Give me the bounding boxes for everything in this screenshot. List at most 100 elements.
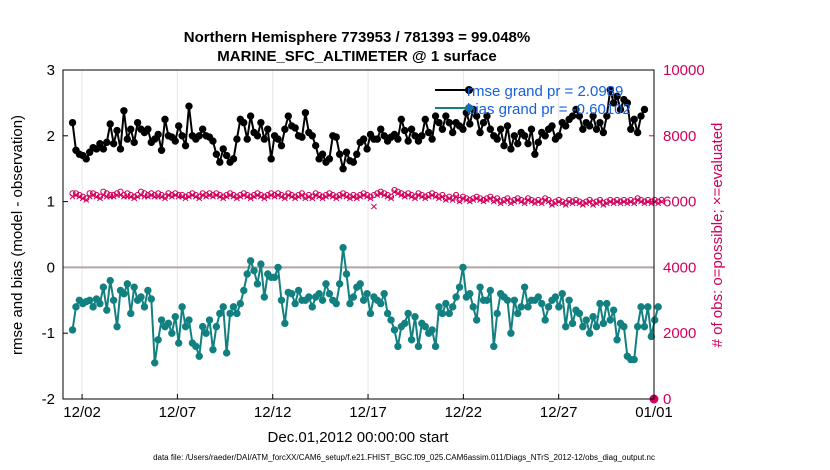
obs-evaluated-point: [641, 200, 648, 207]
series-rmse-point: [318, 150, 327, 158]
series-bias-point: [551, 293, 560, 301]
series-rmse-point: [144, 125, 152, 133]
series-rmse-point: [103, 138, 111, 147]
obs-evaluated-point: [511, 198, 518, 205]
series-bias-point: [363, 290, 371, 298]
obs-possible-point: [655, 198, 662, 205]
series-bias-point: [606, 316, 614, 324]
obs-evaluated-point: [148, 192, 155, 198]
obs-possible-point: [131, 193, 138, 200]
obs-evaluated-point: [418, 193, 425, 200]
plot-background: [63, 70, 654, 399]
series-bias-point: [401, 319, 409, 328]
series-rmse-point: [531, 150, 539, 158]
obs-evaluated-point: [189, 192, 196, 198]
x-tick-label-5: 12/27: [540, 404, 578, 421]
series-bias-point: [377, 299, 385, 308]
series-bias-point: [212, 322, 221, 331]
obs-evaluated-point: [144, 193, 151, 200]
obs-possible-point: [528, 196, 535, 204]
obs-evaluated-point: [257, 193, 264, 200]
obs-possible-point: [524, 195, 532, 202]
obs-evaluated-point: [237, 193, 244, 200]
obs-possible-point: [268, 190, 275, 197]
obs-possible-point: [223, 191, 230, 199]
series-rmse-point: [157, 146, 166, 154]
series-rmse-point: [459, 125, 467, 133]
series-rmse-point: [335, 150, 344, 158]
series-bias-point: [229, 303, 238, 311]
obs-possible-point: [295, 191, 302, 199]
obs-evaluated-point: [364, 193, 371, 200]
obs-possible-point: [237, 191, 244, 199]
obs-evaluated-point: [617, 200, 624, 207]
y-tick-label-left-0: -2: [42, 391, 55, 408]
legend-bias-label: bias grand pr = -0.60102: [467, 101, 631, 118]
obs-possible-point: [531, 198, 538, 205]
obs-possible-point: [617, 198, 624, 205]
series-rmse-point: [397, 115, 406, 124]
series-bias-point: [346, 299, 354, 308]
series-bias-point: [493, 309, 501, 318]
obs-evaluated-point: [264, 193, 271, 200]
obs-possible-point: [339, 190, 347, 197]
obs-possible-point: [476, 195, 484, 202]
series-bias-point: [555, 303, 563, 311]
series-rmse-point: [414, 137, 423, 145]
obs-possible-point: [250, 191, 258, 199]
obs-evaluated-point: [172, 192, 179, 198]
series-bias-point: [599, 319, 608, 328]
x-tick-label-6: 01/01: [635, 404, 673, 421]
series-bias-point: [613, 336, 621, 344]
series-bias-point: [472, 316, 481, 324]
obs-evaluated-point: [275, 192, 281, 198]
series-bias-point: [96, 299, 104, 308]
series-bias-point: [438, 309, 447, 318]
obs-evaluated-point: [127, 193, 134, 200]
obs-possible-point: [175, 191, 182, 199]
series-bias-point: [490, 342, 498, 351]
x-tick-label-0: 12/02: [63, 404, 101, 421]
obs-evaluated-point: [165, 192, 172, 198]
series-bias-point: [342, 270, 351, 278]
series-rmse-point: [240, 118, 248, 127]
series-rmse-point: [82, 155, 90, 163]
obs-evaluated-point: [453, 193, 460, 200]
obs-possible-point: [449, 195, 456, 202]
series-rmse-point: [448, 128, 457, 137]
series-bias-point: [387, 316, 395, 324]
series-rmse-point: [507, 145, 515, 153]
series-bias-point: [356, 280, 364, 288]
y-tick-label-left-4: 2: [47, 128, 55, 145]
obs-evaluated-point: [377, 190, 384, 197]
obs-possible-point: [271, 191, 278, 199]
series-rmse-point: [120, 107, 128, 115]
series-bias-point: [240, 286, 248, 295]
obs-evaluated-point: [353, 195, 360, 202]
series-bias-point: [442, 299, 450, 308]
obs-possible-point: [127, 191, 134, 199]
obs-possible-point: [76, 191, 83, 199]
obs-evaluated-point: [559, 200, 566, 207]
series-bias-point: [514, 309, 522, 318]
obs-possible-point: [470, 195, 477, 202]
obs-evaluated-point: [350, 193, 357, 200]
obs-evaluated-point: [285, 192, 292, 198]
series-bias-point: [582, 316, 590, 324]
series-bias-point: [359, 296, 368, 304]
obs-possible-point: [576, 198, 583, 205]
obs-possible-point: [367, 193, 374, 200]
obs-evaluated-point: [206, 192, 213, 198]
obs-evaluated-point: [569, 200, 576, 207]
series-rmse-point: [425, 128, 433, 137]
series-bias-point: [181, 322, 190, 331]
obs-possible-point: [316, 191, 323, 199]
series-bias-point: [178, 303, 186, 311]
series-rmse-point: [154, 130, 162, 139]
obs-possible-point: [182, 193, 189, 200]
series-bias-point: [192, 342, 200, 351]
obs-possible-point: [377, 188, 384, 195]
obs-possible-point: [274, 190, 282, 197]
obs-evaluated-point: [624, 200, 631, 207]
